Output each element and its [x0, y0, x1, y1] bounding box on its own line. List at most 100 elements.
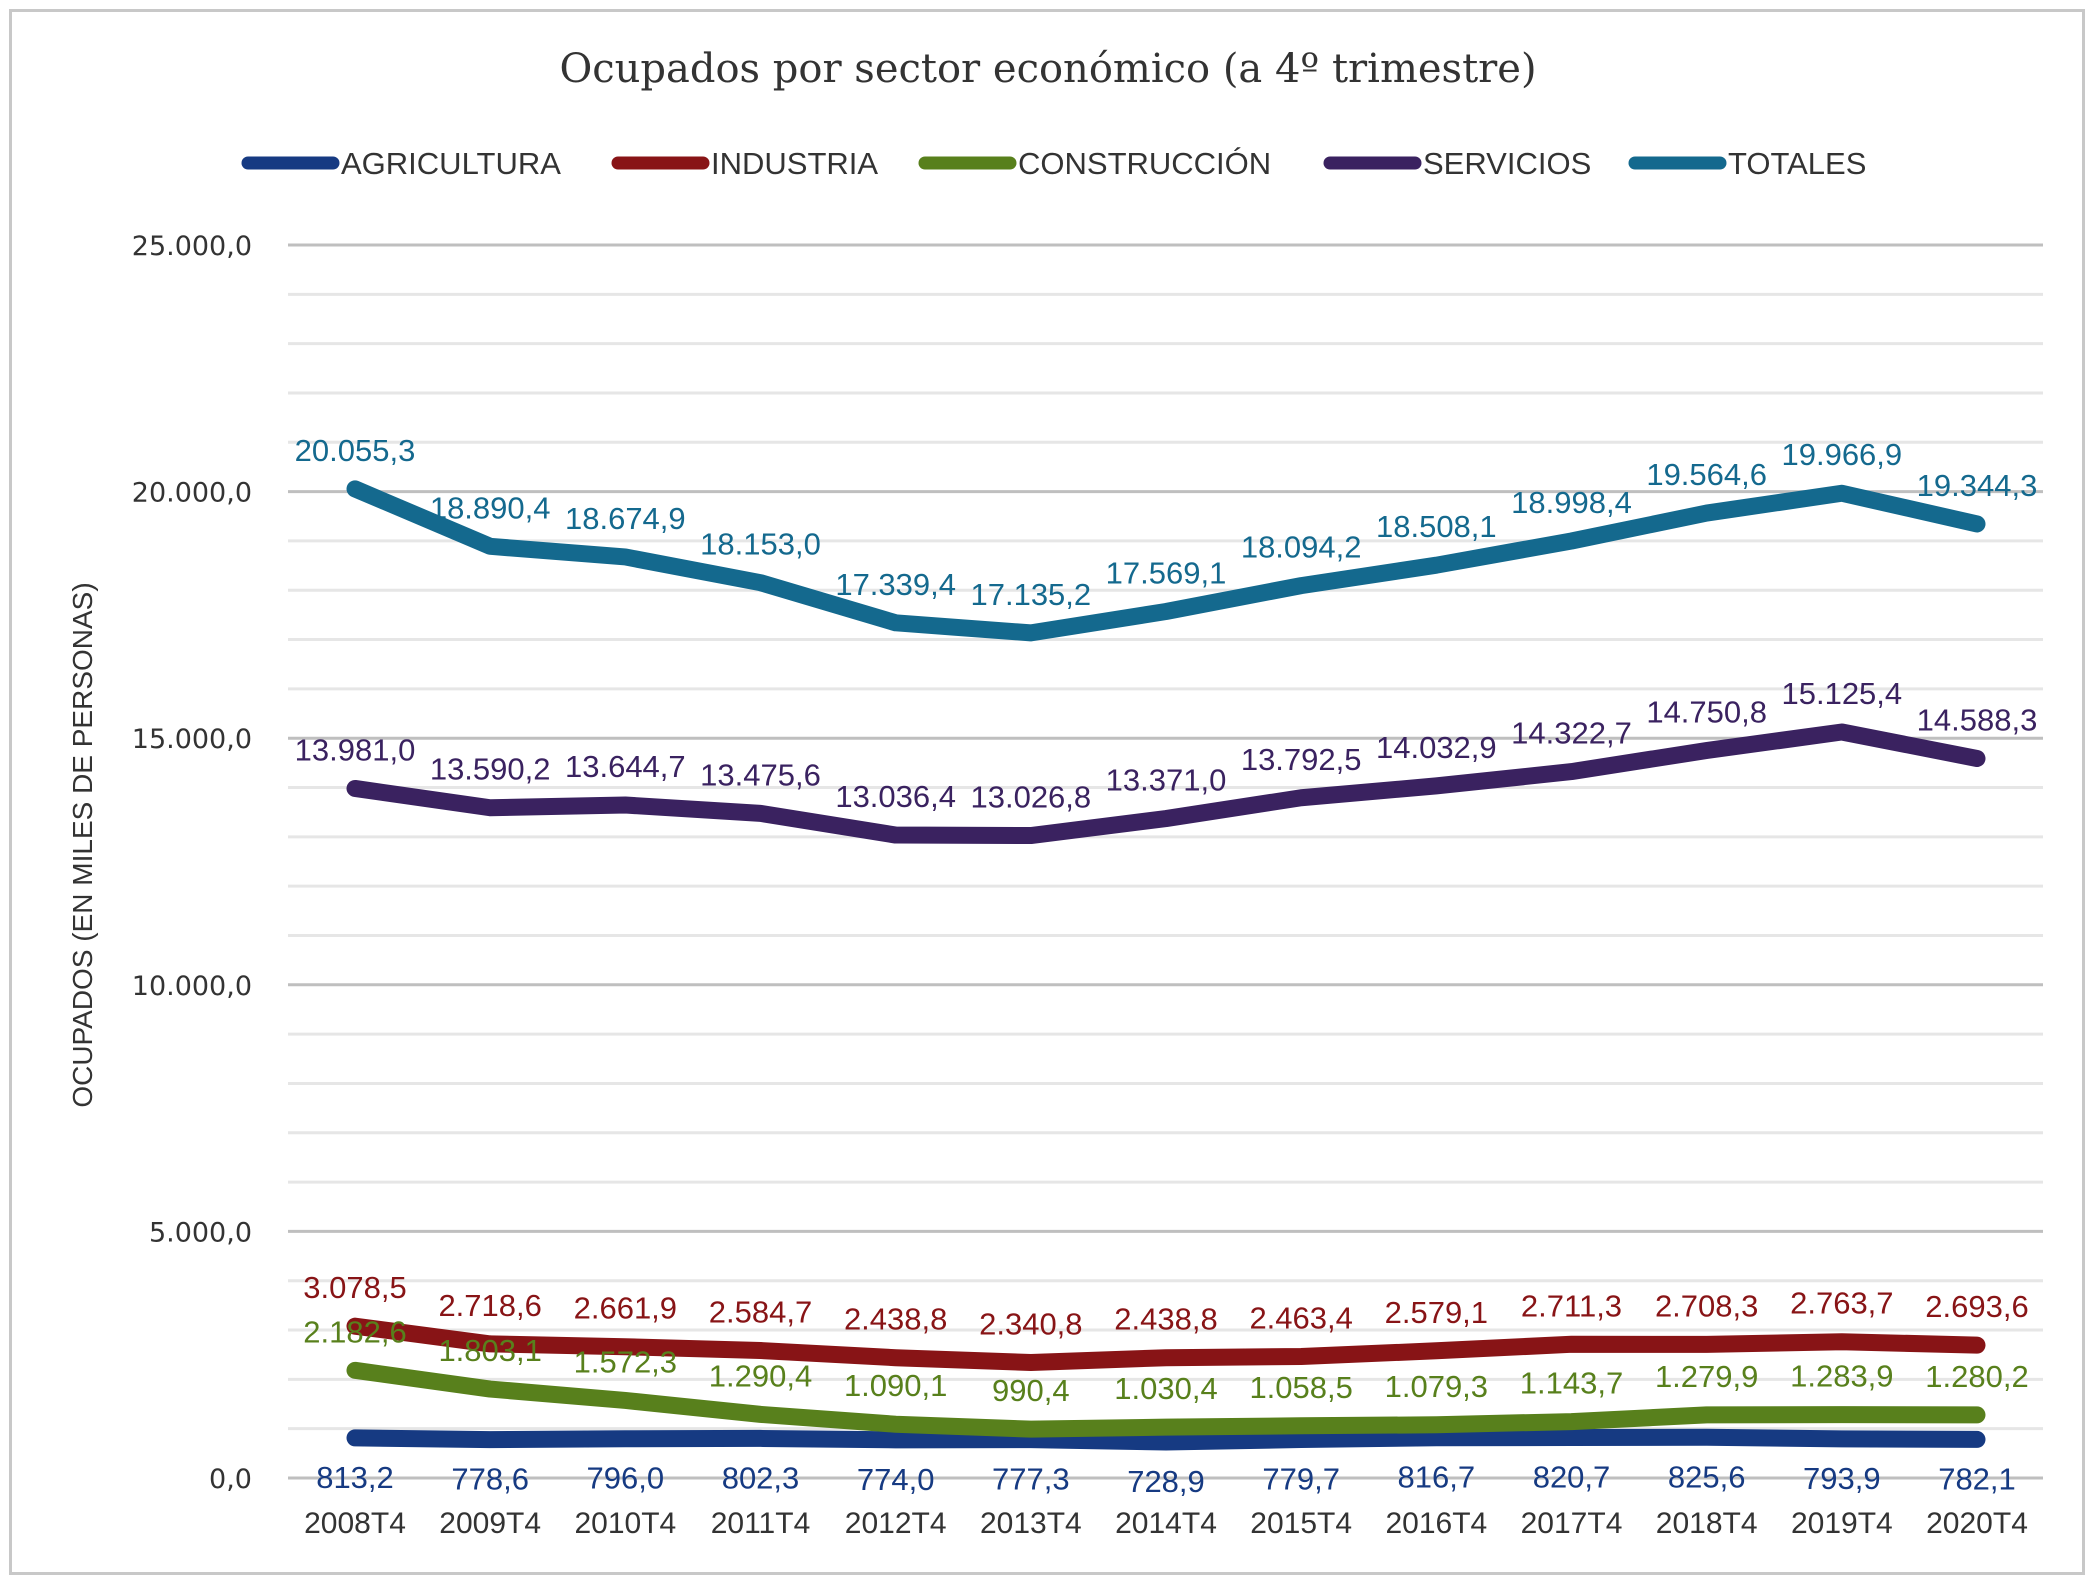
series-line-totales — [346, 480, 1986, 642]
series-line-construcción — [346, 1361, 1986, 1438]
legend: AGRICULTURA INDUSTRIA CONSTRUCCIÓN SERVICIO… — [241, 146, 1866, 181]
data-label: 2.584,7 — [709, 1295, 812, 1330]
legend-label: TOTALES — [1728, 146, 1866, 181]
data-label: 13.590,2 — [430, 752, 551, 787]
data-label: 774,0 — [857, 1462, 935, 1497]
data-label: 3.078,5 — [303, 1270, 406, 1305]
x-tick-label: 2008T4 — [304, 1507, 406, 1540]
x-tick-label: 2010T4 — [574, 1507, 676, 1540]
data-label: 1.280,2 — [1925, 1359, 2028, 1394]
data-label: 15.125,4 — [1781, 676, 1902, 711]
data-label: 19.344,3 — [1917, 468, 2038, 503]
data-label: 990,4 — [992, 1373, 1070, 1408]
x-tick-label: 2011T4 — [711, 1507, 811, 1540]
data-label: 1.030,4 — [1114, 1371, 1217, 1406]
data-label: 816,7 — [1398, 1460, 1476, 1495]
series-line-servicios — [346, 723, 1986, 845]
data-label: 1.143,7 — [1520, 1366, 1623, 1401]
data-label: 1.058,5 — [1249, 1370, 1352, 1405]
data-label: 2.693,6 — [1925, 1289, 2028, 1324]
x-tick-label: 2013T4 — [980, 1507, 1082, 1540]
data-label: 1.090,1 — [844, 1368, 947, 1403]
data-label: 2.661,9 — [574, 1291, 677, 1326]
data-label: 14.588,3 — [1917, 703, 2038, 738]
data-label: 813,2 — [316, 1460, 394, 1495]
data-label: 14.322,7 — [1511, 716, 1632, 751]
data-label: 13.644,7 — [565, 749, 686, 784]
series-line-industria — [346, 1317, 1986, 1372]
data-label: 19.564,6 — [1646, 457, 1767, 492]
data-label: 778,6 — [451, 1462, 529, 1497]
data-label: 13.371,0 — [1106, 763, 1227, 798]
data-label: 2.718,6 — [438, 1288, 541, 1323]
data-label: 13.792,5 — [1241, 742, 1362, 777]
x-tick-label: 2020T4 — [1926, 1507, 2028, 1540]
y-tick-label: 25.000,0 — [132, 231, 252, 262]
legend-label: SERVICIOS — [1423, 146, 1591, 181]
data-label: 14.032,9 — [1376, 730, 1497, 765]
y-axis-label: OCUPADOS (EN MILES DE PERSONAS) — [67, 582, 98, 1107]
data-label: 2.340,8 — [979, 1307, 1082, 1342]
data-label: 13.981,0 — [295, 732, 416, 767]
data-label: 18.998,4 — [1511, 485, 1632, 520]
data-label: 779,7 — [1262, 1462, 1340, 1497]
data-label: 1.079,3 — [1385, 1369, 1488, 1404]
data-label: 1.279,9 — [1655, 1359, 1758, 1394]
data-label: 825,6 — [1668, 1459, 1746, 1494]
data-label: 777,3 — [992, 1462, 1070, 1497]
data-label: 19.966,9 — [1781, 437, 1902, 472]
data-label: 802,3 — [722, 1460, 800, 1495]
data-label: 13.036,4 — [835, 779, 956, 814]
y-axis: 0,0 5.000,0 10.000,0 15.000,0 20.000,0 25.000… — [132, 231, 252, 1495]
x-tick-label: 2019T4 — [1791, 1507, 1893, 1540]
data-label: 2.463,4 — [1249, 1301, 1352, 1336]
data-label: 782,1 — [1938, 1461, 2016, 1496]
data-label: 18.153,0 — [700, 527, 821, 562]
data-label: 2.579,1 — [1385, 1295, 1488, 1330]
x-tick-label: 2015T4 — [1250, 1507, 1352, 1540]
x-tick-label: 2012T4 — [845, 1507, 947, 1540]
data-label: 793,9 — [1803, 1461, 1881, 1496]
data-label: 2.438,8 — [1114, 1302, 1217, 1337]
y-tick-label: 5.000,0 — [149, 1217, 252, 1248]
data-label: 2.711,3 — [1521, 1288, 1622, 1323]
data-label: 17.339,4 — [835, 567, 956, 602]
data-label: 20.055,3 — [295, 433, 416, 468]
data-label: 17.569,1 — [1106, 555, 1227, 590]
y-tick-label: 0,0 — [209, 1464, 252, 1495]
data-label: 17.135,2 — [970, 577, 1091, 612]
data-label: 1.572,3 — [574, 1344, 677, 1379]
data-label: 1.283,9 — [1790, 1359, 1893, 1394]
y-tick-label: 20.000,0 — [132, 478, 252, 509]
x-axis: 2008T4 2009T4 2010T4 2011T4 2012T4 2013T4 2014… — [304, 1507, 2028, 1540]
data-label: 820,7 — [1533, 1460, 1611, 1495]
x-tick-label: 2017T4 — [1521, 1507, 1623, 1540]
data-label: 1.290,4 — [709, 1358, 812, 1393]
chart-title: Ocupados por sector económico (a 4º trim… — [559, 46, 1536, 92]
gridlines — [288, 243, 2043, 1480]
data-label: 2.763,7 — [1790, 1286, 1893, 1321]
data-label: 796,0 — [587, 1461, 665, 1496]
legend-label: CONSTRUCCIÓN — [1018, 146, 1271, 181]
data-label: 2.438,8 — [844, 1302, 947, 1337]
legend-label: AGRICULTURA — [341, 146, 561, 181]
x-tick-label: 2018T4 — [1656, 1507, 1758, 1540]
data-label: 14.750,8 — [1646, 694, 1767, 729]
data-label: 1.803,1 — [438, 1333, 541, 1368]
legend-label: INDUSTRIA — [711, 146, 878, 181]
series-lines — [346, 480, 1986, 1451]
data-label: 18.674,9 — [565, 501, 686, 536]
y-tick-label: 15.000,0 — [132, 724, 252, 755]
data-label: 18.890,4 — [430, 490, 551, 525]
data-label: 18.094,2 — [1241, 530, 1362, 565]
x-tick-label: 2016T4 — [1385, 1507, 1487, 1540]
data-label: 728,9 — [1127, 1464, 1205, 1499]
x-tick-label: 2014T4 — [1115, 1507, 1217, 1540]
series-line-agricultura — [346, 1428, 1986, 1451]
x-tick-label: 2009T4 — [439, 1507, 541, 1540]
data-label: 13.475,6 — [700, 757, 821, 792]
data-label: 2.182,6 — [303, 1314, 406, 1349]
data-labels: 813,2 778,6 796,0 802,3 774,0 777,3 728,9 779,7… — [295, 433, 2038, 1499]
data-label: 2.708,3 — [1655, 1288, 1758, 1323]
